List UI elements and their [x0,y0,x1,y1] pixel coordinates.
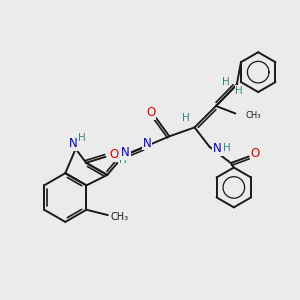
Text: O: O [146,106,155,119]
Text: CH₃: CH₃ [110,212,128,222]
Text: H: H [222,76,230,87]
Text: N: N [121,146,130,159]
Text: H: H [78,134,86,143]
Text: H: H [223,143,231,153]
Text: N: N [213,142,222,155]
Text: H: H [119,155,127,165]
Text: O: O [250,147,260,160]
Text: H: H [235,86,243,96]
Text: N: N [69,137,78,150]
Text: O: O [109,148,119,161]
Text: CH₃: CH₃ [246,111,261,120]
Text: H: H [182,113,190,124]
Text: N: N [143,137,152,150]
